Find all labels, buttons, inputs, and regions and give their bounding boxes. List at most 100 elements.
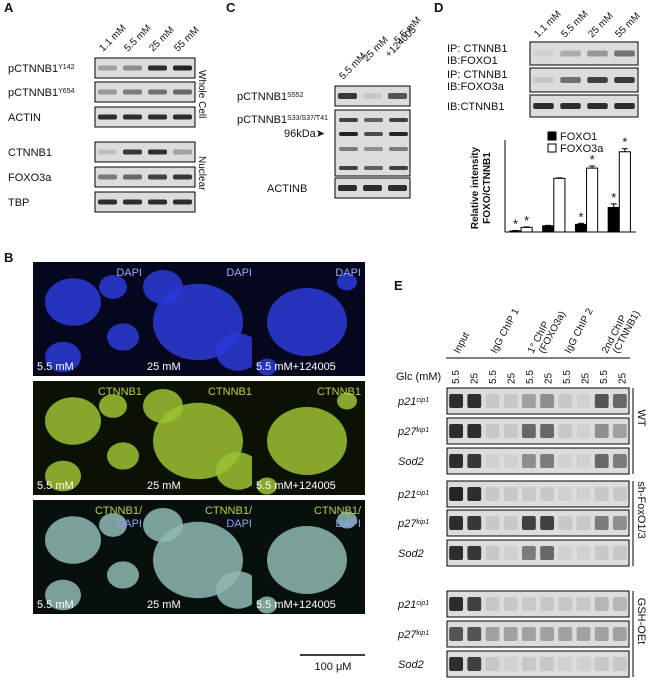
cell-cluster — [107, 442, 139, 470]
condition-label: 5.5 mM+124005 — [256, 599, 336, 611]
stain-label: CTNNB1/ — [95, 505, 143, 517]
condition-label: 25 mM — [147, 480, 181, 492]
condition-label: 5.5 mM — [37, 599, 74, 611]
stain-label: CTNNB1/ — [314, 505, 362, 517]
label-main: pCTNNB1 — [237, 114, 287, 126]
band — [338, 185, 357, 191]
band — [540, 454, 555, 468]
band — [521, 516, 536, 530]
group-label: GSH-OEt — [635, 598, 647, 644]
lane-label: 55 mM — [613, 11, 642, 40]
significance: * — [578, 209, 583, 224]
legend-label: FOXO1 — [560, 131, 597, 143]
band — [540, 424, 555, 438]
lane-label: 25 — [507, 372, 518, 384]
lane-label: 25 — [618, 372, 629, 384]
band — [173, 149, 192, 155]
label-main: Sod2 — [398, 456, 424, 468]
label-sup: kip1 — [416, 427, 429, 434]
stain-label: CTNNB1 — [317, 386, 361, 398]
band — [98, 149, 117, 155]
band — [339, 147, 358, 151]
band — [576, 627, 591, 641]
blot — [529, 41, 639, 66]
band — [521, 394, 536, 408]
label-sup: S552 — [287, 92, 303, 99]
band — [467, 424, 482, 438]
band — [576, 394, 591, 408]
bar — [607, 206, 620, 233]
cell-cluster — [267, 407, 347, 475]
label-main: Sod2 — [398, 548, 424, 560]
row-label: pCTNNB1Y142 — [8, 63, 75, 75]
gene-label: p21cip1 — [397, 599, 429, 611]
legend-label: FOXO3a — [560, 143, 604, 155]
band — [467, 454, 482, 468]
band — [339, 166, 358, 170]
band — [521, 597, 536, 611]
label-main: p21 — [397, 489, 416, 501]
y-axis-label: Relative intensity — [470, 146, 481, 229]
condition-label: 5.5 mM+124005 — [256, 361, 336, 373]
panel-label: C — [226, 0, 236, 15]
row-label: IB:FOXO1 — [447, 55, 498, 67]
significance: * — [611, 190, 616, 205]
band — [467, 546, 482, 560]
label-main: pCTNNB1 — [8, 87, 58, 99]
band — [363, 93, 382, 99]
stain-label: DAPI — [335, 267, 361, 279]
band — [558, 657, 573, 671]
lane-label: 5.5 — [451, 370, 462, 384]
band — [485, 546, 500, 560]
label-sup: cip1 — [416, 397, 429, 404]
panel-label: E — [394, 278, 403, 293]
band — [449, 627, 464, 641]
lane-label: 25 — [544, 372, 555, 384]
band — [449, 454, 464, 468]
significance: * — [590, 152, 595, 167]
band — [558, 487, 573, 501]
label-main: pCTNNB1 — [8, 63, 58, 75]
row-label: FOXO3a — [8, 172, 52, 184]
band — [173, 114, 192, 120]
band — [98, 114, 117, 120]
cell-cluster — [337, 511, 357, 529]
stain-label: DAPI — [116, 518, 142, 530]
band — [503, 597, 518, 611]
band — [123, 65, 142, 71]
row-label: IP: CTNNB1 — [447, 69, 508, 81]
label-main: Sod2 — [398, 659, 424, 671]
band — [389, 166, 408, 170]
band — [576, 546, 591, 560]
cell-cluster — [216, 333, 260, 371]
band — [449, 597, 464, 611]
significance: * — [524, 213, 529, 228]
band — [503, 657, 518, 671]
blot — [529, 67, 639, 93]
cell-cluster — [45, 579, 81, 611]
cell-cluster — [107, 323, 139, 351]
gene-label: p27kip1 — [397, 518, 429, 530]
panel-label: D — [434, 0, 443, 15]
row-label: pCTNNB1Y654 — [8, 87, 75, 99]
band — [503, 394, 518, 408]
lane-label: 5.5 — [525, 370, 536, 384]
band — [560, 50, 581, 57]
band — [612, 454, 627, 468]
band — [173, 89, 192, 95]
cell-cluster — [337, 273, 357, 291]
band — [388, 185, 407, 191]
cell-cluster — [337, 392, 357, 410]
cell-cluster — [45, 516, 101, 564]
band — [540, 627, 555, 641]
band — [98, 65, 117, 71]
band — [485, 454, 500, 468]
band — [521, 424, 536, 438]
legend-swatch — [547, 143, 557, 153]
gene-label: Sod2 — [398, 456, 424, 468]
band — [612, 657, 627, 671]
band — [612, 546, 627, 560]
cell-cluster — [45, 397, 101, 445]
band — [594, 597, 609, 611]
